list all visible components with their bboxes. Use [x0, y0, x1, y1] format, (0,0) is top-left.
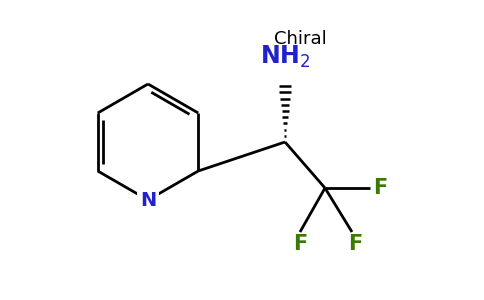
Text: Chiral: Chiral: [273, 30, 326, 48]
Text: F: F: [373, 178, 387, 198]
Text: F: F: [348, 234, 362, 254]
Text: N: N: [140, 190, 156, 209]
Text: NH$_2$: NH$_2$: [260, 44, 310, 70]
Text: F: F: [293, 234, 307, 254]
